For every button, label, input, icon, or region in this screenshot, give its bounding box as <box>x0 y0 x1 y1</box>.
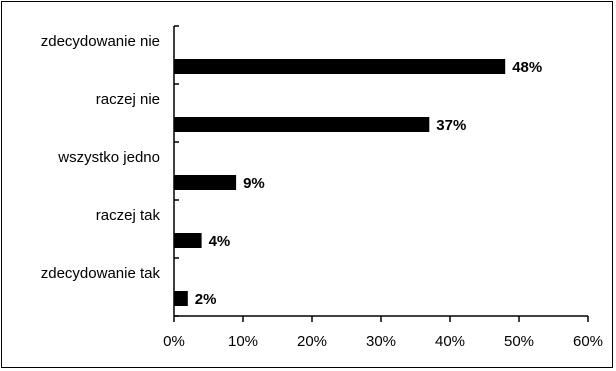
x-tick-label: 60% <box>573 333 603 350</box>
data-label: 48% <box>512 59 542 76</box>
x-tick-label: 40% <box>435 333 465 350</box>
data-label: 4% <box>209 233 231 250</box>
x-tick-label: 50% <box>504 333 534 350</box>
x-tick-label: 0% <box>163 333 185 350</box>
category-label: zdecydowanie nie <box>41 33 160 50</box>
category-label: raczej nie <box>96 91 160 108</box>
data-label: 9% <box>243 175 265 192</box>
bar <box>174 59 506 74</box>
category-label: raczej tak <box>96 207 161 224</box>
x-tick-label: 10% <box>228 333 258 350</box>
axes <box>173 25 589 322</box>
category-label: zdecydowanie tak <box>41 265 161 282</box>
data-label: 2% <box>195 291 217 308</box>
bars <box>174 59 506 306</box>
bar <box>174 233 202 248</box>
category-label: wszystko jedno <box>57 149 160 166</box>
x-tick-label: 30% <box>366 333 396 350</box>
bar <box>174 117 430 132</box>
labels: 0% 10% 20% 30% 40% 50% 60% zdecydowanie nie 48% r… <box>41 33 603 350</box>
bar <box>174 175 237 190</box>
bar <box>174 291 188 306</box>
x-tick-label: 20% <box>297 333 327 350</box>
data-label: 37% <box>436 117 466 134</box>
